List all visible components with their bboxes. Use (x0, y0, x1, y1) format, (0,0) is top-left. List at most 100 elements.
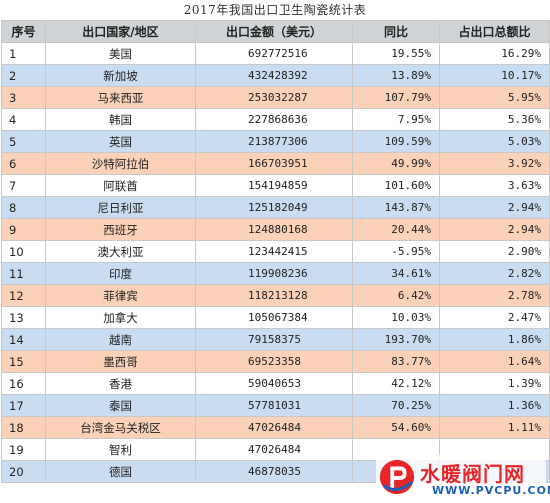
table-row: 2 新加坡 432428392 13.89% 10.17% (1, 64, 550, 87)
cell-share: 3.63% (439, 174, 550, 197)
cell-country: 越南 (45, 328, 196, 351)
cell-amount: 119908236 (195, 262, 353, 285)
table-row: 1 美国 692772516 19.55% 16.29% (1, 42, 550, 65)
cell-yoy: 34.61% (352, 262, 440, 285)
cell-rank: 11 (1, 262, 46, 285)
table-row: 5 英国 213877306 109.59% 5.03% (1, 130, 550, 153)
table-row: 13 加拿大 105067384 10.03% 2.47% (1, 306, 550, 329)
table-row: 18 台湾金马关税区 47026484 54.60% 1.11% (1, 416, 550, 439)
cell-amount: 47026484 (195, 438, 353, 461)
cell-share: 2.47% (439, 306, 550, 329)
cell-yoy: 7.95% (352, 108, 440, 131)
cell-share: 1.39% (439, 372, 550, 395)
cell-yoy: 13.89% (352, 64, 440, 87)
cell-country: 加拿大 (45, 306, 196, 329)
cell-share: 2.90% (439, 240, 550, 263)
cell-share: 5.03% (439, 130, 550, 153)
cell-country: 香港 (45, 372, 196, 395)
table-row: 19 智利 47026484 (1, 438, 550, 461)
cell-rank: 8 (1, 196, 46, 219)
cell-amount: 79158375 (195, 328, 353, 351)
cell-yoy: 20.44% (352, 218, 440, 241)
cell-country: 印度 (45, 262, 196, 285)
cell-yoy: 54.60% (352, 416, 440, 439)
table-row: 11 印度 119908236 34.61% 2.82% (1, 262, 550, 285)
cell-rank: 6 (1, 152, 46, 175)
cell-amount: 118213128 (195, 284, 353, 307)
cell-country: 台湾金马关税区 (45, 416, 196, 439)
header-yoy: 同比 (352, 20, 440, 43)
cell-share: 2.94% (439, 218, 550, 241)
header-rank: 序号 (1, 20, 46, 43)
table-row: 8 尼日利亚 125182049 143.87% 2.94% (1, 196, 550, 219)
cell-amount: 253032287 (195, 86, 353, 109)
watermark-url: WWW.PVCPU.COM (432, 484, 550, 497)
cell-yoy: -5.95% (352, 240, 440, 263)
cell-rank: 3 (1, 86, 46, 109)
cell-country: 墨西哥 (45, 350, 196, 373)
cell-share: 5.36% (439, 108, 550, 131)
cell-share: 2.94% (439, 196, 550, 219)
table-row: 6 沙特阿拉伯 166703951 49.99% 3.92% (1, 152, 550, 175)
cell-country: 新加坡 (45, 64, 196, 87)
cell-amount: 47026484 (195, 416, 353, 439)
cell-country: 沙特阿拉伯 (45, 152, 196, 175)
cell-amount: 46878035 (195, 460, 353, 483)
logo-p-icon (379, 459, 415, 495)
table-row: 9 西班牙 124880168 20.44% 2.94% (1, 218, 550, 241)
header-country: 出口国家/地区 (45, 20, 196, 43)
cell-amount: 69523358 (195, 350, 353, 373)
cell-rank: 1 (1, 42, 46, 65)
cell-rank: 20 (1, 460, 46, 483)
cell-amount: 125182049 (195, 196, 353, 219)
cell-country: 阿联酋 (45, 174, 196, 197)
cell-country: 马来西亚 (45, 86, 196, 109)
cell-yoy: 107.79% (352, 86, 440, 109)
table-row: 15 墨西哥 69523358 83.77% 1.64% (1, 350, 550, 373)
cell-rank: 7 (1, 174, 46, 197)
export-table: 序号 出口国家/地区 出口金额（美元） 同比 占出口总额比 1 美国 6927725… (1, 20, 550, 483)
cell-yoy: 70.25% (352, 394, 440, 417)
cell-yoy: 10.03% (352, 306, 440, 329)
cell-country: 智利 (45, 438, 196, 461)
table-title: 2017年我国出口卫生陶瓷统计表 (183, 3, 367, 17)
cell-country: 泰国 (45, 394, 196, 417)
table-row: 10 澳大利亚 123442415 -5.95% 2.90% (1, 240, 550, 263)
cell-rank: 16 (1, 372, 46, 395)
cell-yoy: 143.87% (352, 196, 440, 219)
cell-rank: 13 (1, 306, 46, 329)
table-row: 7 阿联酋 154194859 101.60% 3.63% (1, 174, 550, 197)
header-row: 序号 出口国家/地区 出口金额（美元） 同比 占出口总额比 (1, 20, 550, 43)
cell-rank: 4 (1, 108, 46, 131)
cell-rank: 18 (1, 416, 46, 439)
cell-country: 韩国 (45, 108, 196, 131)
cell-country: 英国 (45, 130, 196, 153)
cell-amount: 57781031 (195, 394, 353, 417)
table-row: 3 马来西亚 253032287 107.79% 5.95% (1, 86, 550, 109)
cell-share: 2.82% (439, 262, 550, 285)
cell-rank: 9 (1, 218, 46, 241)
watermark: 水暖阀门网 WWW.PVCPU.COM (376, 455, 550, 501)
cell-amount: 123442415 (195, 240, 353, 263)
cell-rank: 19 (1, 438, 46, 461)
cell-country: 西班牙 (45, 218, 196, 241)
cell-yoy: 19.55% (352, 42, 440, 65)
cell-rank: 15 (1, 350, 46, 373)
cell-yoy: 6.42% (352, 284, 440, 307)
cell-country: 尼日利亚 (45, 196, 196, 219)
cell-country: 菲律宾 (45, 284, 196, 307)
cell-share: 3.92% (439, 152, 550, 175)
header-share: 占出口总额比 (439, 20, 550, 43)
table-row: 12 菲律宾 118213128 6.42% 2.78% (1, 284, 550, 307)
cell-yoy: 193.70% (352, 328, 440, 351)
cell-amount: 213877306 (195, 130, 353, 153)
table-row: 16 香港 59040653 42.12% 1.39% (1, 372, 550, 395)
cell-rank: 10 (1, 240, 46, 263)
table-row: 4 韩国 227868636 7.95% 5.36% (1, 108, 550, 131)
watermark-text: 水暖阀门网 (420, 462, 525, 486)
cell-share: 16.29% (439, 42, 550, 65)
cell-yoy: 109.59% (352, 130, 440, 153)
table-row: 17 泰国 57781031 70.25% 1.36% (1, 394, 550, 417)
cell-share: 5.95% (439, 86, 550, 109)
cell-amount: 105067384 (195, 306, 353, 329)
